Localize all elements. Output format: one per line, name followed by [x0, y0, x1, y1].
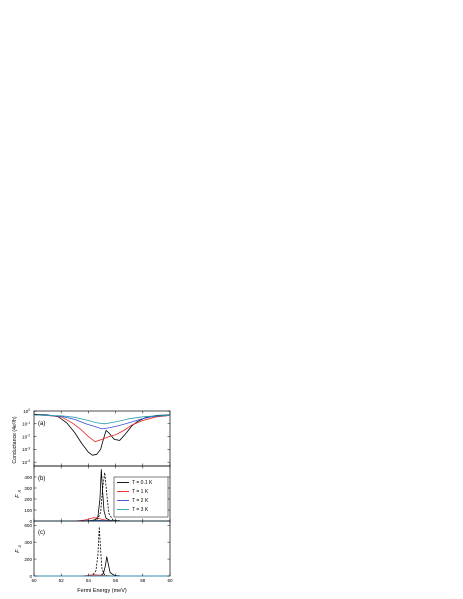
series-line-3 — [33, 414, 171, 425]
panel-c-label: (c) — [38, 530, 45, 536]
panel-c: 0 200 400 600 50 52 54 56 58 60 (c) F D Fermi En… — [15, 520, 173, 594]
legend-entry-label: T = 1 K — [132, 489, 149, 495]
x-tick-label: 50 — [31, 578, 37, 583]
series-line-2 — [33, 414, 171, 430]
y-tick-label: 10-2 — [22, 434, 30, 440]
y-tick-label: 0 — [29, 519, 32, 524]
panel-a: 100 10-1 10-2 10-3 10-4 (a) Conductance (4e²… — [12, 408, 171, 467]
y-tick-label: 300 — [24, 486, 32, 491]
y-tick-label: 400 — [24, 475, 32, 480]
panel-a-plot-area — [33, 411, 171, 466]
panel-b-y-axis-label-subscript: R — [18, 490, 22, 493]
panel-a-frame — [33, 410, 171, 467]
legend-entry-label: T = 3 K — [132, 507, 149, 513]
x-tick-label: 56 — [113, 578, 119, 583]
y-tick-label: 600 — [24, 523, 32, 528]
panel-a-y-axis: 100 10-1 10-2 10-3 10-4 — [22, 408, 170, 465]
series-line-0 — [33, 413, 171, 456]
panel-c-plot-area — [33, 521, 171, 577]
panel-c-y-axis-label: F — [15, 549, 21, 553]
series-line-0 — [34, 526, 170, 577]
x-tick-label: 54 — [86, 578, 92, 583]
x-axis: 50 52 54 56 58 60 — [31, 578, 173, 583]
series-line-1 — [34, 556, 170, 577]
legend-box — [113, 476, 169, 518]
x-tick-label: 52 — [59, 578, 65, 583]
panel-b-y-axis-label: F — [15, 494, 21, 498]
y-tick-label: 400 — [24, 540, 32, 545]
x-tick-label: 58 — [140, 578, 146, 583]
y-tick-label: 10-1 — [22, 421, 30, 427]
legend-entry-label: T = 2 K — [132, 498, 149, 504]
x-axis-label: Fermi Energy (meV) — [77, 588, 127, 594]
y-tick-label: 100 — [23, 408, 30, 414]
y-tick-label: 100 — [24, 508, 32, 513]
panel-a-label: (a) — [38, 421, 45, 427]
panel-a-y-axis-label: Conductance (4e²/h) — [12, 416, 18, 464]
legend-entry-label: T = 0.1 K — [132, 480, 153, 486]
x-tick-label: 60 — [167, 578, 173, 583]
panel-b-label: (b) — [38, 476, 45, 482]
panel-b-legend: T = 0.1 K T = 1 K T = 2 K T = 3 K — [113, 476, 169, 518]
y-tick-label: 200 — [24, 557, 32, 562]
y-tick-label: 10-3 — [22, 446, 30, 452]
panel-c-y-axis-label-subscript: D — [18, 545, 22, 548]
y-tick-label: 200 — [24, 497, 32, 502]
panel-c-y-axis: 0 200 400 600 — [24, 523, 170, 579]
y-tick-label: 10-4 — [22, 459, 30, 465]
y-tick-label: 0 — [29, 574, 32, 579]
series-line-1 — [33, 414, 171, 443]
